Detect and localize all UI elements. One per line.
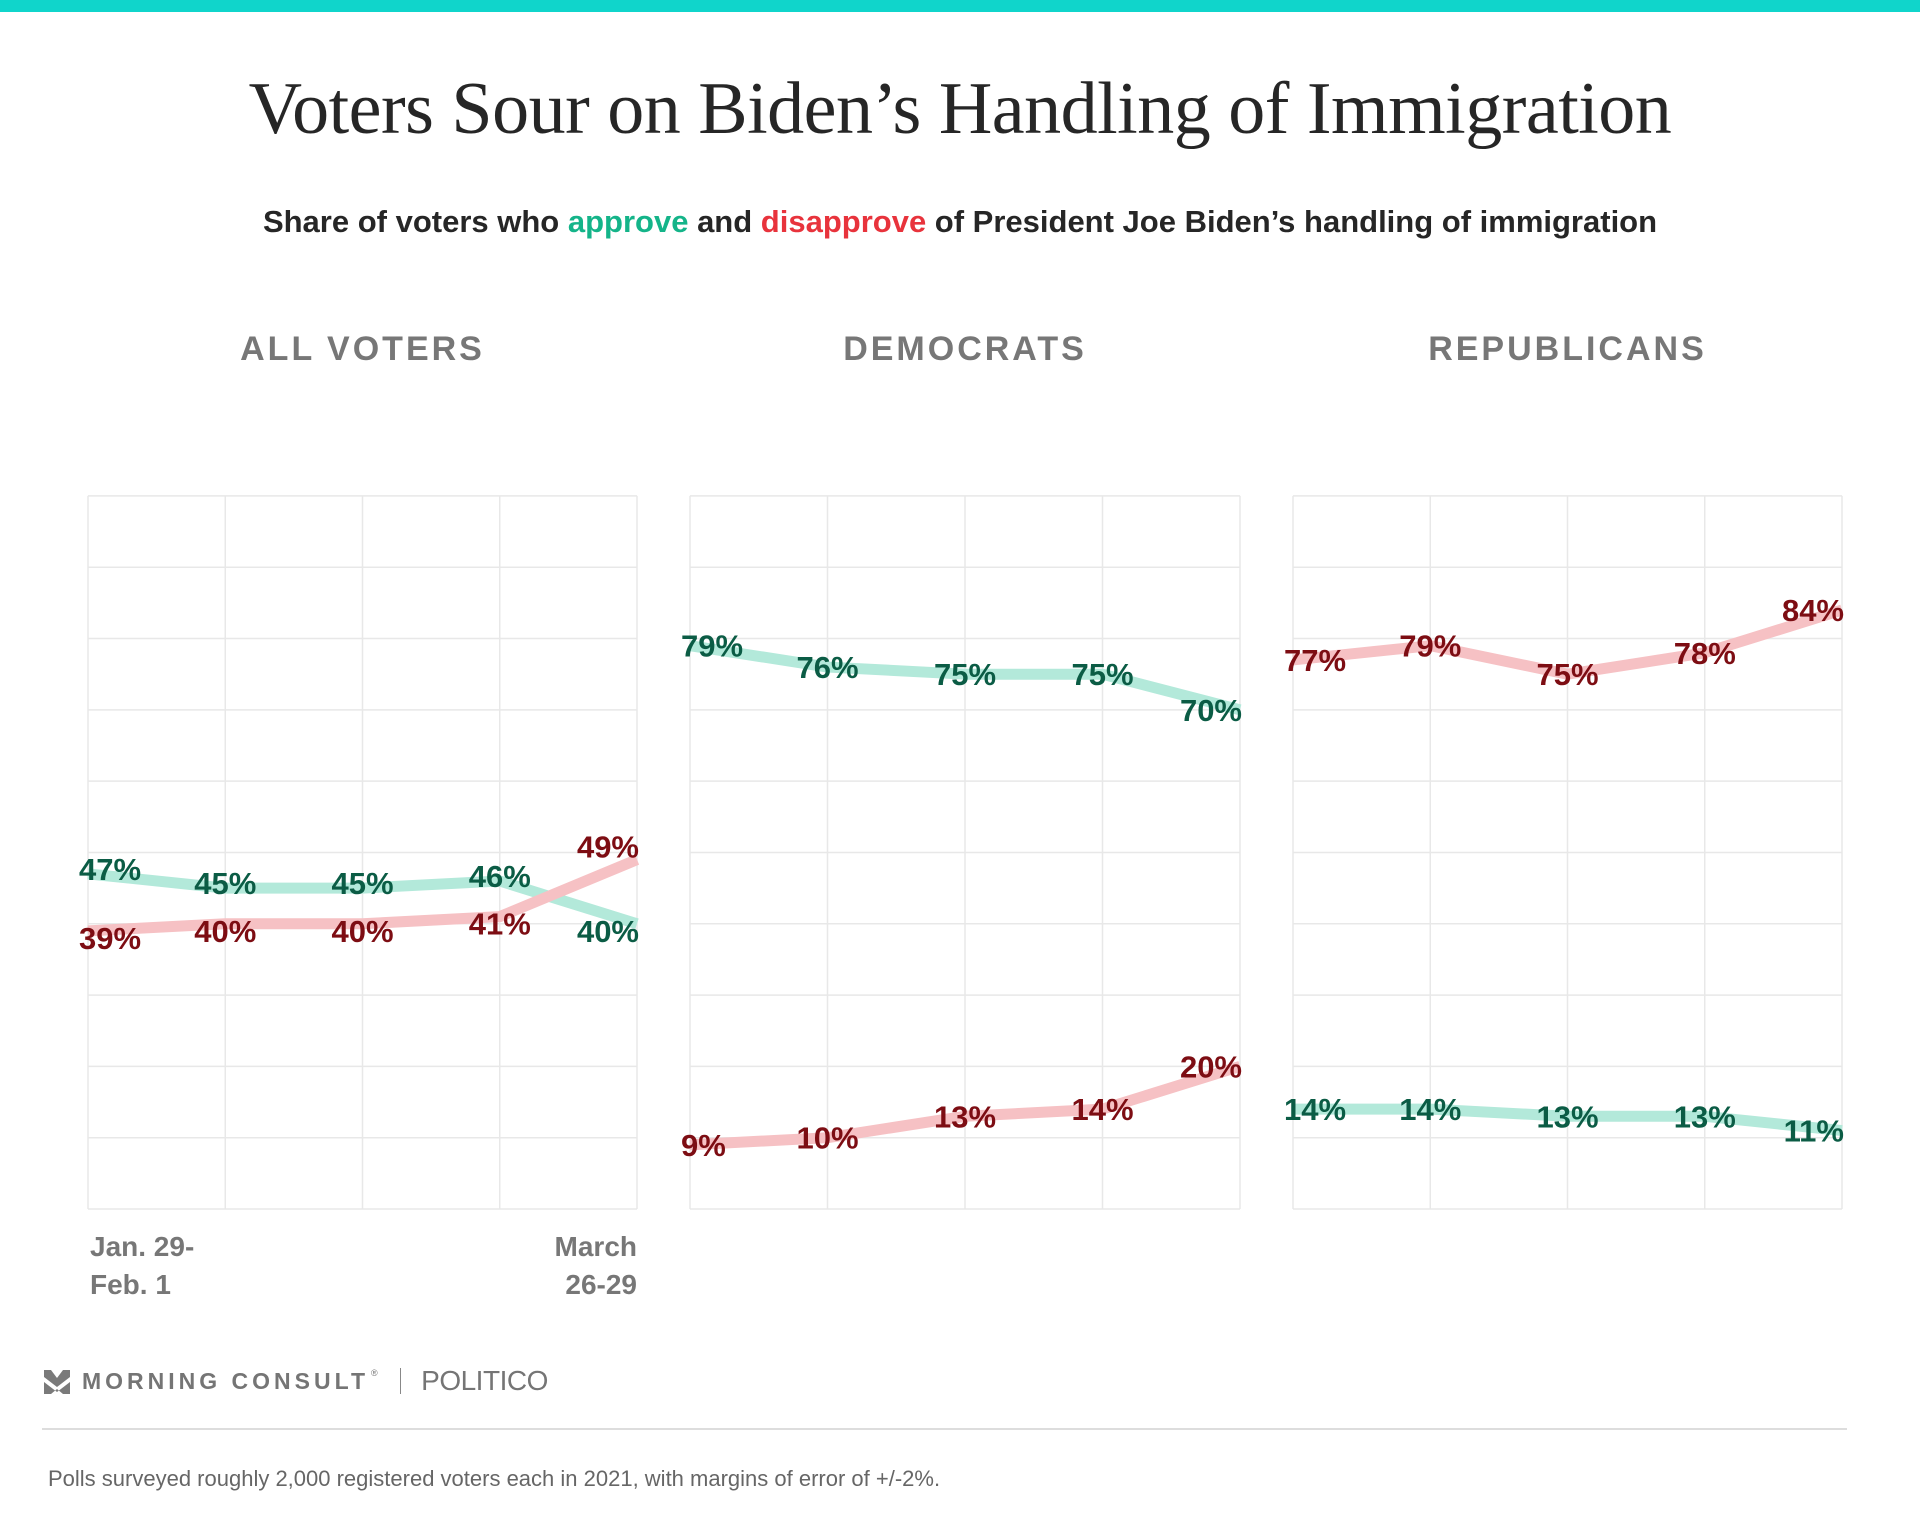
disapprove-data-label: 40% — [331, 914, 393, 949]
subtitle-text: Share of voters who — [262, 204, 568, 239]
subtitle-text: and — [688, 204, 761, 239]
approve-data-label: 47% — [79, 852, 141, 887]
panel-all-voters: ALL VOTERS 47% 45% 45% 46% 40% 39% 40% 40% 41% 49%… — [79, 330, 640, 1300]
approve-data-label: 75% — [1071, 657, 1133, 692]
approve-data-label: 79% — [681, 629, 743, 664]
approve-data-label: 14% — [1284, 1092, 1346, 1127]
morning-consult-logo-icon — [44, 1370, 70, 1394]
subtitle-text: of President Joe Biden’s handling of imm… — [926, 204, 1658, 239]
disapprove-data-label: 10% — [796, 1121, 858, 1156]
politico-wordmark: POLITICO — [421, 1365, 548, 1396]
approve-data-label: 70% — [1180, 693, 1242, 728]
approve-data-label: 11% — [1784, 1114, 1844, 1149]
approve-data-label: 14% — [1399, 1092, 1461, 1127]
small-multiples-chart: ALL VOTERS 47% 45% 45% 46% 40% 39% 40% 40% 41% 49%… — [79, 330, 1844, 1300]
disapprove-data-label: 49% — [577, 830, 639, 865]
approve-data-label: 45% — [194, 866, 256, 901]
panel-title: ALL VOTERS — [240, 330, 485, 368]
disapprove-data-label: 41% — [469, 907, 531, 942]
subtitle-disapprove-keyword: disapprove — [760, 204, 927, 239]
panel-republicans: REPUBLICANS 14% 14% 13% 13% 11% 77% 79% 75% 78% 84… — [1284, 330, 1844, 1210]
disapprove-line — [1292, 604, 1844, 680]
source-brand: MORNING CONSULT ® POLITICO — [44, 1364, 548, 1398]
disapprove-data-label: 13% — [934, 1099, 996, 1134]
approve-data-label: 46% — [469, 859, 531, 894]
x-axis-tick-label: March — [555, 1231, 637, 1262]
panel-title: REPUBLICANS — [1428, 330, 1707, 368]
disapprove-data-label: 78% — [1674, 636, 1736, 671]
disapprove-data-label: 40% — [194, 914, 256, 949]
approve-data-label: 76% — [796, 650, 858, 685]
brand-separator — [399, 1368, 402, 1394]
disapprove-data-label: 14% — [1071, 1092, 1133, 1127]
approve-data-label: 40% — [577, 914, 639, 949]
registered-mark: ® — [371, 1368, 378, 1378]
disapprove-data-label: 79% — [1399, 629, 1461, 664]
disapprove-data-label: 39% — [79, 921, 141, 956]
morning-consult-wordmark: MORNING CONSULT — [82, 1367, 370, 1394]
panel-title: DEMOCRATS — [843, 330, 1087, 368]
approve-data-label: 13% — [1674, 1099, 1736, 1134]
x-axis-tick-label: Jan. 29- — [90, 1231, 194, 1262]
x-axis-tick-label: 26-29 — [565, 1269, 637, 1300]
disapprove-data-label: 75% — [1536, 657, 1598, 692]
footer-divider — [42, 1428, 1847, 1430]
disapprove-data-label: 84% — [1782, 593, 1844, 628]
disapprove-data-label: 20% — [1180, 1049, 1242, 1084]
approve-line — [689, 640, 1242, 716]
approve-line — [1293, 1103, 1843, 1137]
disapprove-data-label: 77% — [1284, 643, 1346, 678]
accent-bar — [0, 0, 1920, 12]
subtitle-approve-keyword: approve — [567, 204, 689, 239]
disapprove-line — [87, 854, 640, 937]
approve-data-label: 45% — [331, 866, 393, 901]
approve-data-label: 75% — [934, 657, 996, 692]
footnote: Polls surveyed roughly 2,000 registered … — [48, 1466, 941, 1491]
disapprove-line — [689, 1061, 1242, 1151]
chart-title: Voters Sour on Biden’s Handling of Immig… — [248, 68, 1672, 150]
x-axis-tick-label: Feb. 1 — [90, 1269, 171, 1300]
disapprove-data-label: 9% — [681, 1128, 726, 1163]
panel-democrats: DEMOCRATS 79% 76% 75% 75% 70% 9% 10% 13% 14% 20% — [681, 330, 1242, 1210]
approve-data-label: 13% — [1536, 1099, 1598, 1134]
chart-subtitle: Share of voters who approve and disappro… — [0, 203, 1920, 240]
